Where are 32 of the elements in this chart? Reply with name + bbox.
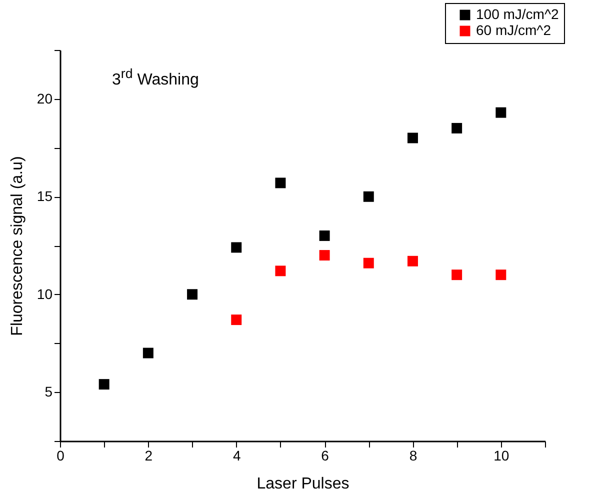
legend-label: 100 mJ/cm^2 (476, 6, 560, 22)
point (407, 256, 418, 266)
point (187, 289, 198, 300)
point (452, 122, 462, 134)
y-tick-label: 15 (36, 188, 53, 204)
point (319, 230, 330, 241)
annotation: 3$^{rd}$ Washing (112, 66, 199, 90)
point (98, 379, 110, 390)
x-tick-label: 0 (56, 448, 65, 464)
y-axis-title: Fluorescence signal (a.u) (8, 156, 26, 336)
point (231, 242, 242, 253)
point (275, 266, 286, 276)
point (496, 270, 506, 280)
point (275, 178, 286, 188)
point (496, 107, 506, 118)
x-tick-label: 6 (321, 448, 330, 464)
x-tick-label: 4 (232, 448, 241, 464)
point (142, 348, 154, 358)
point (319, 250, 330, 261)
point (363, 191, 374, 202)
point (363, 258, 374, 268)
y-tick-label: 10 (36, 286, 53, 302)
x-tick-label: 10 (494, 448, 510, 464)
legend-label: 60 mJ/cm^2 (476, 22, 552, 38)
x-tick-label: 8 (409, 448, 418, 464)
x-tick-label: 2 (144, 448, 153, 464)
point (231, 314, 242, 326)
y-tick-label: 20 (36, 90, 53, 106)
point (452, 270, 462, 280)
y-tick-label: 5 (44, 384, 53, 400)
x-axis-title: Laser Pulses (256, 476, 350, 492)
point (407, 132, 418, 144)
